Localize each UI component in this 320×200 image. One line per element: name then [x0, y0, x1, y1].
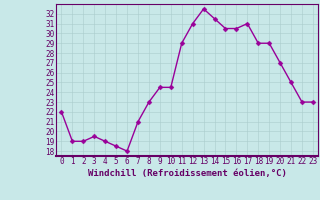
X-axis label: Windchill (Refroidissement éolien,°C): Windchill (Refroidissement éolien,°C) — [88, 169, 287, 178]
